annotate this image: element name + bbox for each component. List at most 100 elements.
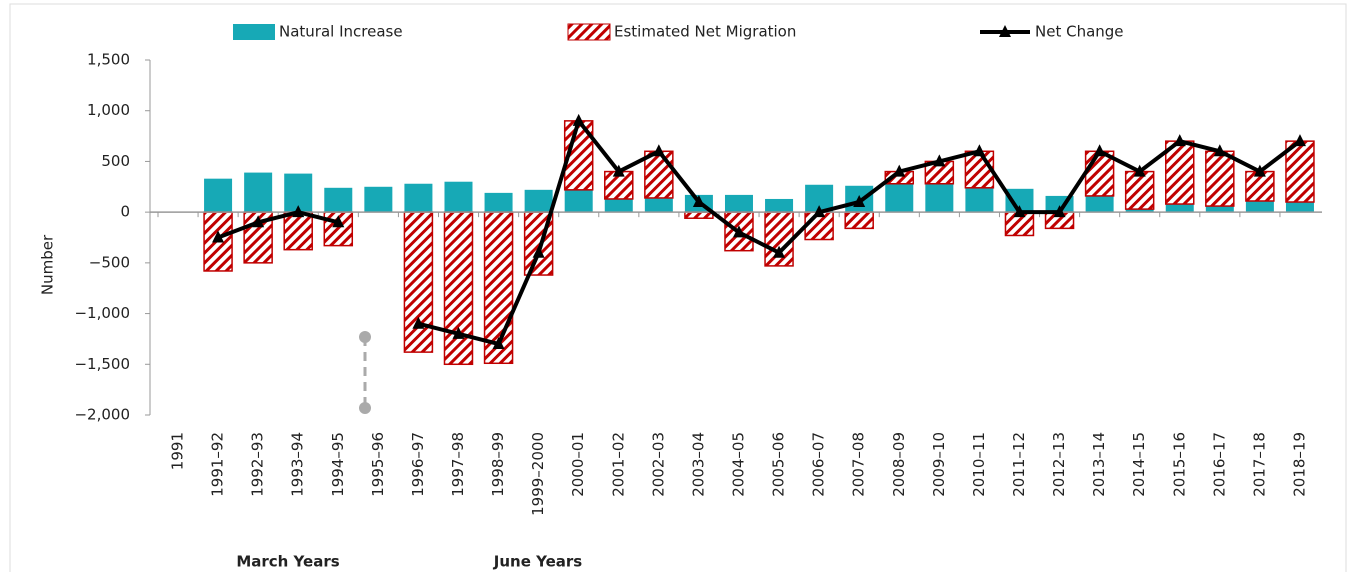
hatched-bar [764,211,794,267]
y-tick-label: 500 [101,152,130,170]
bar [765,198,794,213]
x-tick-label: 2014–15 [1130,432,1148,497]
bar [1125,209,1154,213]
x-tick-label: 2002–03 [649,432,667,497]
bar [1085,195,1114,213]
x-tick-label: 1996–97 [409,432,427,497]
legend-swatch [567,23,611,41]
legend-label: Estimated Net Migration [614,23,796,41]
hatched-bar [283,211,313,251]
y-tick-label: 1,000 [87,101,130,119]
y-tick-label: −2,000 [74,406,130,424]
marker [572,113,585,126]
legend-swatch [233,24,275,40]
hatched-bar [443,211,474,366]
hatched-bar [1124,170,1155,210]
x-tick-label: 2015–16 [1170,432,1188,497]
x-tick-label: 2006–07 [810,432,828,497]
y-tick-label: 0 [120,203,130,221]
marker [893,164,906,177]
marker [732,225,745,238]
x-tick-label: 2010–11 [970,432,988,497]
hatched-bar [644,150,674,199]
marker [773,245,786,258]
marker [212,230,225,243]
bar [604,198,633,213]
bar [564,189,593,213]
marker [652,144,665,157]
y-tick-label: 1,500 [87,51,130,69]
marker [292,205,305,218]
x-tick-label: 2012–13 [1050,432,1068,497]
bar [524,189,553,213]
bar [1205,206,1234,213]
annotation: March Years [236,553,339,571]
marker [1093,144,1106,157]
bar [324,187,353,213]
marker [1013,205,1026,218]
legend-marker [999,25,1011,37]
y-tick-label: −1,500 [74,355,130,373]
marker [813,205,826,218]
x-tick-label: 1991–92 [209,432,227,497]
x-tick-label: 2011–12 [1010,432,1028,497]
x-tick-label: 1993–94 [289,432,307,497]
marker [973,144,986,157]
x-tick-label: 2009–10 [930,432,948,497]
marker [853,195,866,207]
y-tick-label: −500 [89,253,130,271]
marker [252,215,265,228]
x-tick-label: 1998–99 [489,432,507,497]
marker [332,215,345,228]
legend-label: Net Change [1035,23,1124,41]
hatched-bar [844,211,874,230]
break-marker [359,331,371,414]
bar [1285,202,1314,213]
marker [1213,144,1226,157]
y-axis-label: Number [39,234,57,295]
bar [885,183,914,213]
bar [404,183,433,213]
hatched-bar [1165,140,1195,205]
marker [1053,205,1066,218]
marker [1253,164,1266,177]
marker [452,326,465,339]
marker [1173,134,1186,147]
x-tick-label: 1999–2000 [529,432,547,516]
bar [484,192,513,213]
bar [444,181,473,213]
x-tick-label: 2004–05 [729,432,747,497]
bar [204,178,233,213]
legend-label: Natural Increase [279,23,403,41]
bar [364,186,393,213]
x-tick-label: 1995–96 [369,432,387,497]
x-tick-label: 2001–02 [609,432,627,497]
x-tick-label: 1997–98 [449,432,467,497]
frame [9,3,1347,572]
bar [1165,204,1194,213]
marker [1133,164,1146,177]
x-tick-label: 2000–01 [569,432,587,497]
hatched-bar [1285,140,1315,203]
x-tick-label: 2003–04 [689,432,707,497]
marker [612,164,625,177]
x-tick-label: 2008–09 [890,432,908,497]
x-tick-label: 1992–93 [249,432,267,497]
bar [965,187,994,213]
x-tick-label: 2017–18 [1250,432,1268,497]
marker [1293,134,1306,147]
bar [1005,188,1034,213]
line [217,116,1302,347]
bar [925,183,954,213]
y-tick-label: −1,000 [74,304,130,322]
marker [933,154,946,167]
x-tick-label: 1991 [169,432,187,470]
x-tick-label: 2005–06 [770,432,788,497]
x-tick-label: 1994–95 [329,432,347,497]
annotation: June Years [493,553,583,571]
x-tick-label: 2016–17 [1210,432,1228,497]
hatched-bar [403,211,434,353]
hatched-bar [1205,150,1235,207]
x-tick-label: 2013–14 [1090,432,1108,497]
